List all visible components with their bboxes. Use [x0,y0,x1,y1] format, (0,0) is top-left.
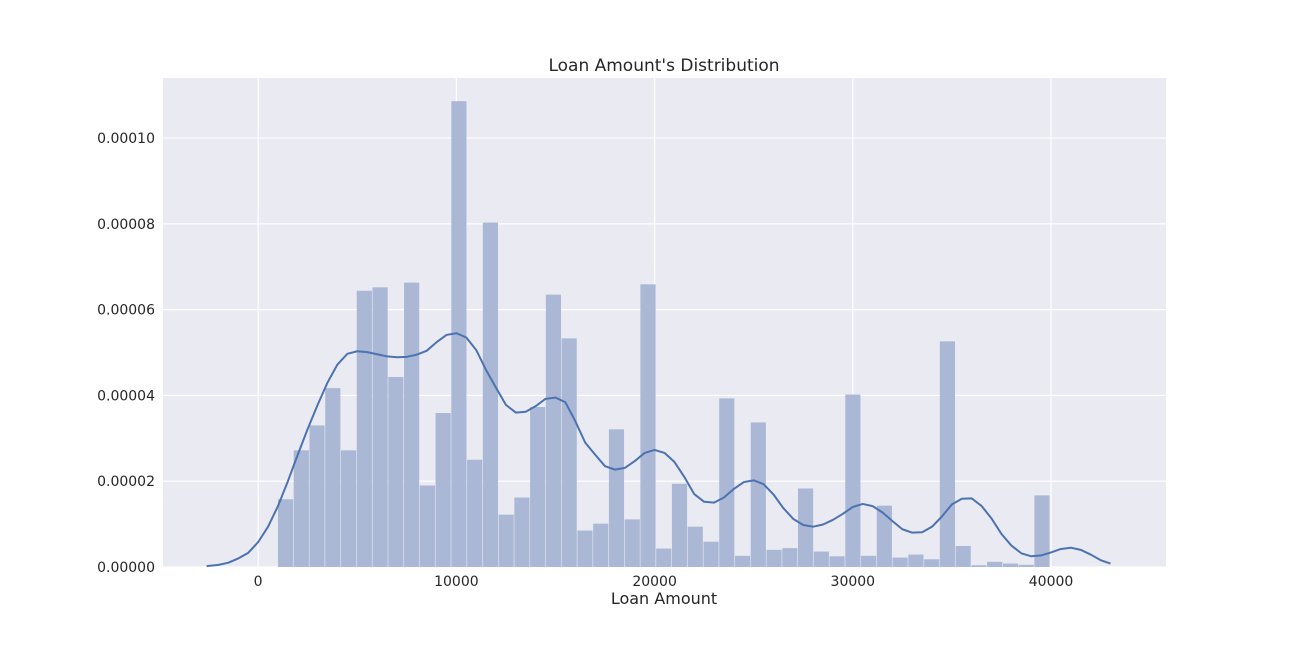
x-axis-label: Loan Amount [611,589,717,608]
histogram-bar [956,546,971,567]
histogram-bar [278,499,293,567]
histogram-bar [971,565,986,567]
chart-title: Loan Amount's Distribution [548,56,779,76]
histogram-bar [640,284,655,567]
histogram-bar [546,295,561,567]
histogram-bar [751,422,766,567]
x-tick-label: 20000 [632,574,677,590]
histogram-bar [514,498,529,567]
y-tick-label: 0.00002 [97,474,155,490]
histogram-bar [861,556,876,567]
histogram-bar [388,377,403,567]
histogram-bar [357,291,372,567]
histogram-bar [530,407,545,567]
histogram-bar [373,287,388,567]
histogram-bar [814,552,829,567]
histogram-bar [924,559,939,567]
histogram-bar [436,413,451,567]
y-tick-label: 0.00006 [97,303,155,319]
histogram-bar [562,338,577,567]
histogram-bar [420,486,435,568]
histogram-bar [782,548,797,567]
histogram-bar [735,556,750,567]
histogram-bar [845,395,860,567]
histogram-bar [940,341,955,567]
y-tick-label: 0.00008 [97,217,155,233]
histogram-bar [830,556,845,567]
histogram-bar [656,549,671,567]
histogram-bar [341,450,356,567]
histogram-bar [325,388,340,567]
histogram-bar [688,527,703,567]
histogram-bar [703,542,718,567]
histogram-bar [294,450,309,567]
histogram-bar [625,519,640,567]
y-tick-label: 0.00000 [97,560,155,576]
histogram-bar [404,283,419,567]
histogram-bar [1019,565,1034,567]
x-tick-label: 40000 [1029,574,1074,590]
histogram-bar [908,555,923,567]
histogram-bar [987,562,1002,567]
histogram-bar [483,223,498,567]
histogram-bar [719,398,734,567]
x-axis-ticks: 0 10000 20000 30000 40000 [254,574,1074,590]
histogram-bar [609,429,624,567]
histogram-bar [467,460,482,567]
y-tick-label: 0.00004 [97,388,155,404]
histogram-bar [893,558,908,567]
histogram-bar [766,550,781,567]
histogram-bar [309,425,324,567]
histogram-bar [672,484,687,567]
y-axis-ticks: 0.00000 0.00002 0.00004 0.00006 0.00008 0.000… [97,131,155,576]
y-tick-label: 0.00010 [97,131,155,147]
x-tick-label: 30000 [831,574,876,590]
histogram-bar [577,531,592,567]
x-tick-label: 0 [254,574,263,590]
histogram-bar [1003,564,1018,567]
histogram-bar [499,515,514,567]
histogram-bar [593,524,608,567]
x-tick-label: 10000 [434,574,479,590]
histogram-bar [798,489,813,567]
